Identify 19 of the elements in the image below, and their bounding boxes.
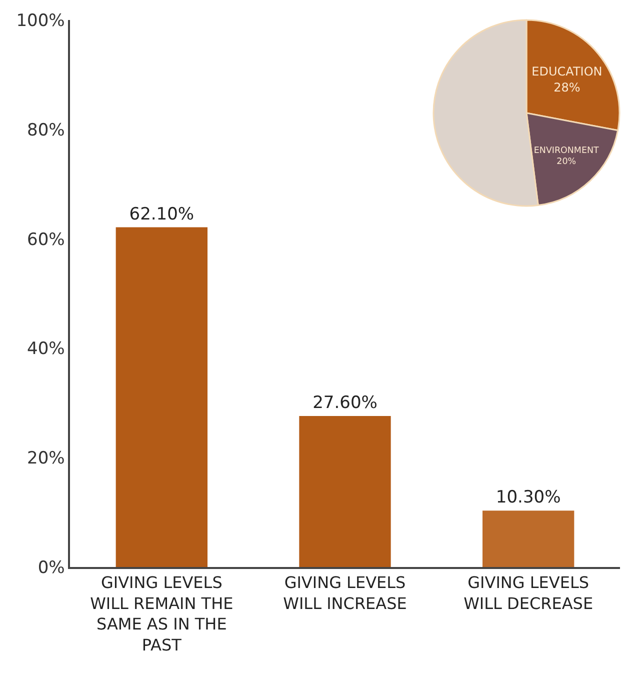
bar [116,227,208,567]
data-label: 62.10% [129,204,194,224]
y-tick-label: 20% [27,448,65,469]
y-tick-label: 100% [16,10,65,31]
y-tick-label: 80% [27,120,65,140]
y-tick-label: 60% [27,230,65,250]
data-label: 10.30% [496,488,561,508]
data-label: 28% [554,80,580,94]
x-tick-label: GIVING LEVELS WILL REMAIN THE SAME AS IN THE PAST [90,572,234,654]
data-label: 20% [556,157,576,168]
bar [482,510,574,567]
data-label: 27.60% [312,393,378,414]
bar [299,416,391,567]
x-tick-label: GIVING LEVELS WILL DECREASE [464,572,594,613]
x-tick-label: GIVING LEVELS WILL INCREASE [283,572,407,613]
y-tick-label: 40% [27,339,65,360]
slice-label: ENVIRONMENT [534,146,600,156]
slice-label: EDUCATION [532,64,602,79]
y-tick-label: 0% [38,558,65,578]
